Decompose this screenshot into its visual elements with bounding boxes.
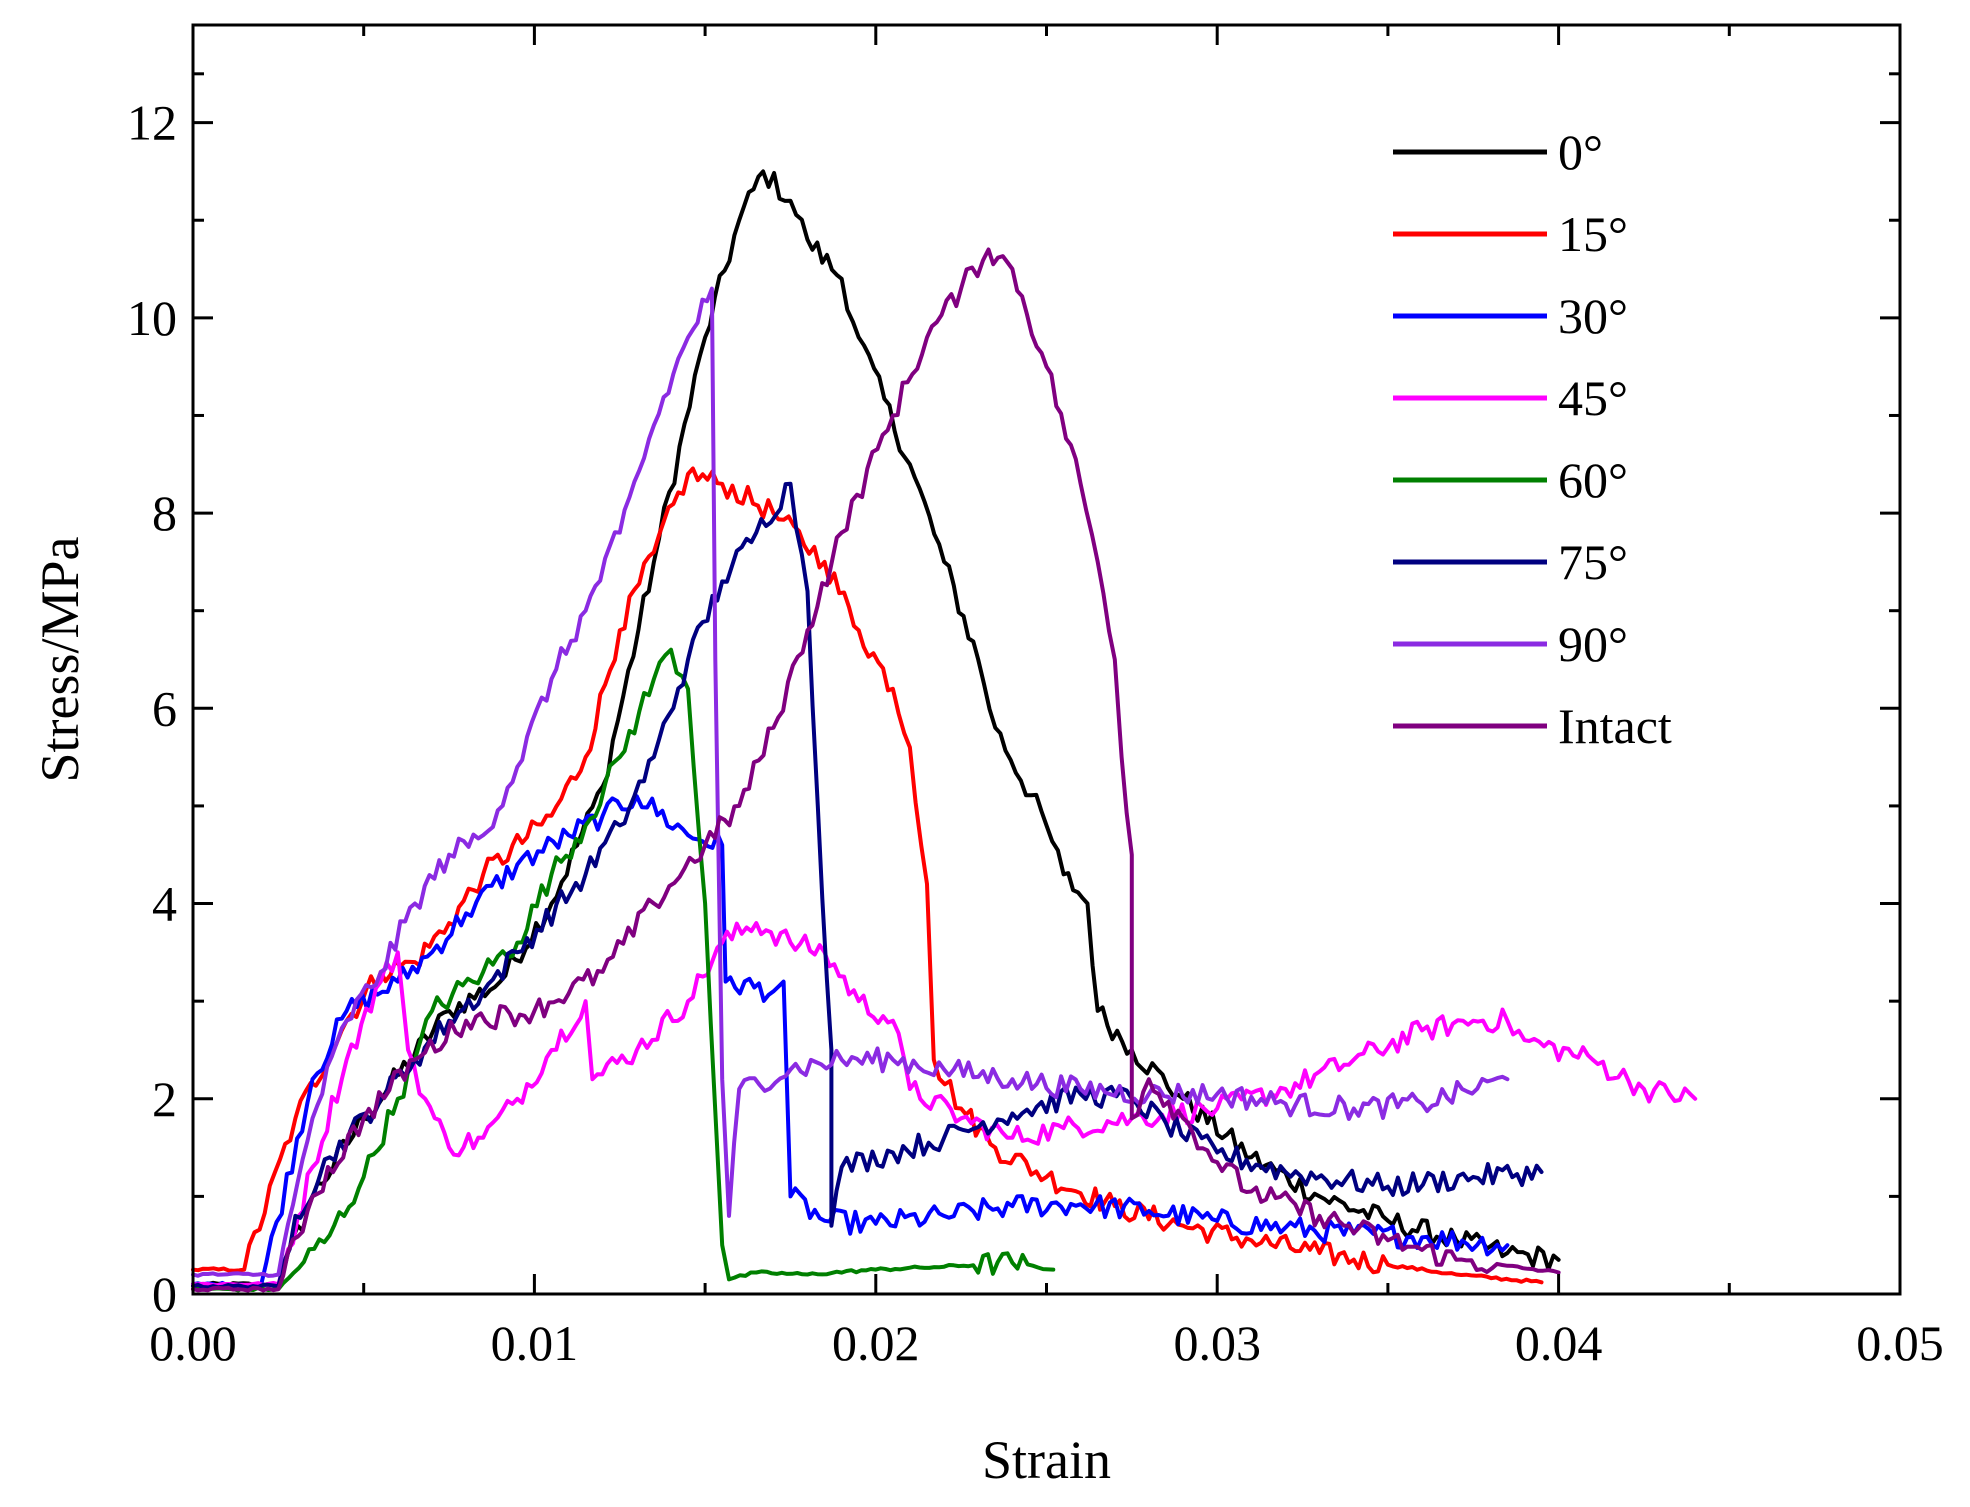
legend-label-7: Intact <box>1558 698 1672 754</box>
series-line-6 <box>191 286 1510 1278</box>
series-line-0 <box>191 169 1561 1288</box>
y-tick-label: 12 <box>127 95 177 151</box>
series-layer <box>191 169 1698 1293</box>
legend-label-3: 45° <box>1558 370 1628 426</box>
y-tick-label: 6 <box>152 680 177 736</box>
plot-frame <box>191 23 1902 1296</box>
y-tick-label: 10 <box>127 290 177 346</box>
x-tick-label: 0.00 <box>149 1315 237 1371</box>
series-line-7 <box>191 247 1561 1293</box>
legend-label-1: 15° <box>1558 206 1628 262</box>
series-line-2 <box>191 794 1510 1288</box>
legend-label-4: 60° <box>1558 452 1628 508</box>
y-tick-label: 2 <box>152 1071 177 1127</box>
legend-label-2: 30° <box>1558 288 1628 344</box>
series-line-4 <box>191 647 1056 1293</box>
y-tick-label: 8 <box>152 485 177 541</box>
legend-label-6: 90° <box>1558 616 1628 672</box>
x-tick-label: 0.03 <box>1173 1315 1261 1371</box>
y-tick-label: 4 <box>152 876 177 932</box>
series-line-1 <box>191 466 1544 1285</box>
legend-label-0: 0° <box>1558 124 1603 180</box>
series-line-3 <box>191 921 1698 1288</box>
x-tick-label: 0.04 <box>1515 1315 1603 1371</box>
series-line-5 <box>191 481 1544 1290</box>
x-tick-label: 0.01 <box>491 1315 579 1371</box>
y-axis-label: Stress/MPa <box>30 536 90 782</box>
axis-ticks: 0.00 0.01 0.02 0.03 0.04 0.05 0 2 4 6 8 10 12 <box>127 25 1944 1371</box>
x-axis-label: Strain <box>982 1430 1111 1490</box>
x-tick-label: 0.02 <box>832 1315 920 1371</box>
y-tick-label: 0 <box>152 1266 177 1322</box>
legend-label-5: 75° <box>1558 534 1628 590</box>
legend: 0° 15° 30° 45° 60° 75° 90° Intact <box>1393 124 1672 754</box>
x-tick-label: 0.05 <box>1856 1315 1944 1371</box>
